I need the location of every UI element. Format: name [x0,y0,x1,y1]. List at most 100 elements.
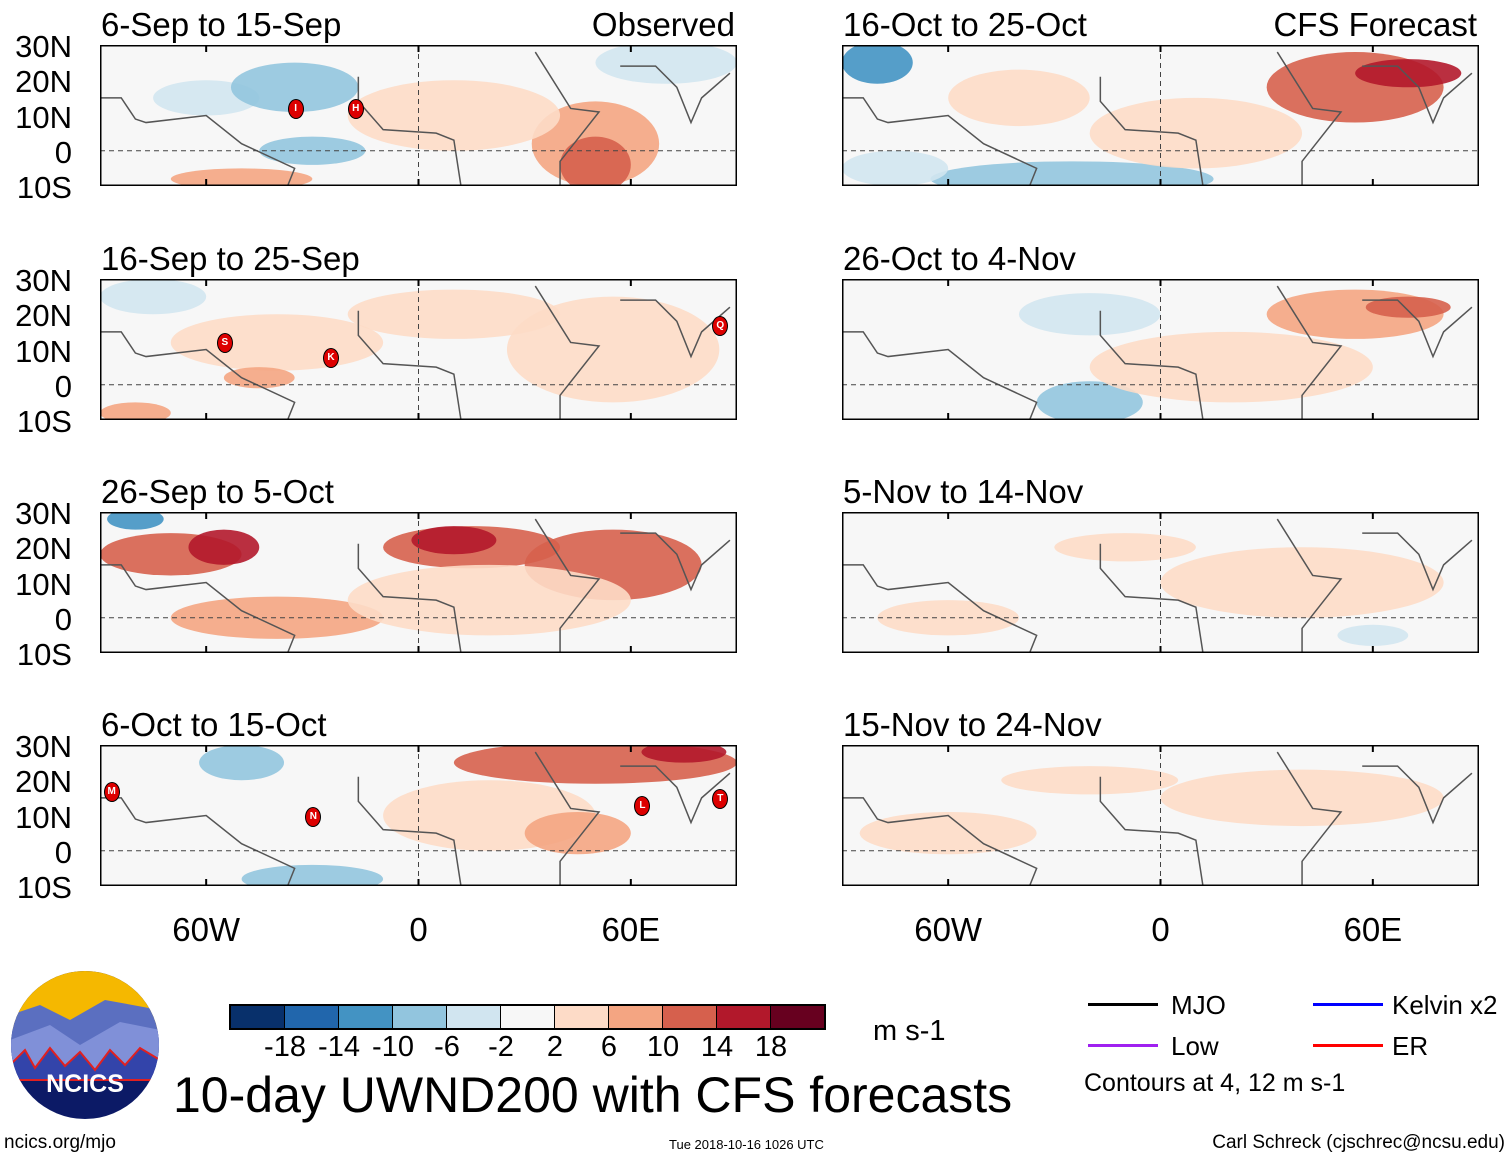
wind-anomaly-shading [230,62,359,112]
footer-timestamp: Tue 2018-10-16 1026 UTC [669,1137,824,1152]
lat-label: 0 [54,368,72,404]
tropical-cyclone-icon: S [216,333,233,354]
footer-url[interactable]: ncics.org/mjo [4,1132,116,1153]
colorbar-tick-label: -6 [434,1031,460,1063]
wind-anomaly-shading [1160,547,1444,618]
legend-er-label: ER [1392,1031,1429,1061]
lat-label: 30N [15,263,72,298]
tropical-cyclone-icon: Q [712,315,729,336]
coastline [842,518,1473,653]
wind-anomaly-shading [223,367,295,389]
lat-label: 20N [15,531,72,567]
lat-label: 0 [54,134,72,170]
lat-label: 30N [15,29,72,64]
map-panel: S K Q [100,279,737,420]
wind-anomaly-shading [1355,59,1462,88]
coastline [100,51,731,186]
lat-label: 10S [16,870,72,905]
colorbar-swatch [555,1006,609,1028]
tropical-cyclone-icon: H [347,99,364,120]
wind-anomaly-shading [1160,769,1444,827]
colorbar-swatch [339,1006,393,1028]
colorbar-tick-label: -2 [488,1031,514,1063]
lat-label: 0 [54,601,72,637]
colorbar [229,1004,826,1030]
panel-title: 16-Oct to 25-Oct [843,6,1087,43]
wind-anomaly-shading [930,161,1214,186]
panel-title: 6-Sep to 15-Sep [101,6,342,43]
colorbar-tick-label: -10 [372,1031,414,1063]
figure-title: 10-day UWND200 with CFS forecasts [173,1067,1013,1123]
colorbar-tick-label: 18 [754,1031,788,1063]
map-panel [100,512,737,653]
panel-title: 6-Oct to 15-Oct [101,706,327,743]
lat-label: 10S [16,170,72,205]
wind-anomaly-shading [347,564,631,636]
colorbar-swatch [231,1006,285,1028]
colorbar-tick-label: 14 [700,1031,734,1063]
coastline [842,51,1473,186]
lat-label: 0 [54,834,72,870]
tropical-cyclone-icon: T [712,788,729,809]
wind-anomaly-shading [170,596,384,639]
lat-label: 10N [15,99,72,135]
lon-label: 60E [601,911,661,948]
wind-anomaly-shading [411,526,497,555]
lat-label: 30N [15,496,72,531]
coastline [842,751,1473,886]
coastline [842,285,1473,420]
lon-label: 0 [1151,911,1170,948]
ncics-logo: NCICS [10,970,160,1125]
colorbar-tick-label: -14 [318,1031,360,1063]
wind-anomaly-shading [347,289,561,339]
coastline [100,518,731,653]
wind-anomaly-shading [1337,624,1409,646]
colorbar-swatch [393,1006,447,1028]
wind-anomaly-shading [241,864,384,886]
legend-low-label: Low [1171,1031,1219,1061]
lat-label: 10S [16,404,72,439]
legend-mjo-line [1088,1003,1158,1006]
wind-anomaly-shading [641,745,727,763]
colorbar-swatch [285,1006,339,1028]
legend-kelvin-line [1313,1003,1383,1006]
contour-note: Contours at 4, 12 m s-1 [1084,1069,1346,1097]
lon-label: 60W [914,911,983,948]
colorbar-tick-label: 6 [600,1031,618,1063]
wind-anomaly-shading [506,296,720,403]
wind-anomaly-shading [948,69,1090,127]
wind-anomaly-shading [524,811,631,855]
lat-label: 20N [15,764,72,800]
coastline [100,751,731,886]
lon-label: 60W [172,911,241,948]
wind-anomaly-shading [560,136,631,186]
footer-author: Carl Schreck (cjschrec@ncsu.edu) [1212,1132,1505,1153]
colorbar-units: m s-1 [873,1015,946,1047]
panel-title: 16-Sep to 25-Sep [101,240,360,277]
colorbar-swatch [663,1006,717,1028]
wind-anomaly-shading [877,600,1019,636]
wind-anomaly-shading [199,745,285,781]
wind-anomaly-shading [842,45,913,84]
map-panel: M N L T [100,745,737,886]
wind-anomaly-shading [100,279,207,315]
logo-text: NCICS [46,1070,124,1098]
lat-label: 20N [15,298,72,334]
tropical-cyclone-icon: K [323,347,340,368]
tropical-cyclone-icon: L [634,795,651,816]
coastline [100,285,731,420]
legend-er-line [1313,1044,1383,1047]
lon-label: 60E [1343,911,1403,948]
map-panel [842,512,1479,653]
wind-anomaly-shading [1018,293,1161,336]
column-label-right: CFS Forecast [1273,6,1477,43]
panel-title: 26-Sep to 5-Oct [101,473,334,510]
wind-anomaly-shading [859,811,1037,855]
wind-anomaly-shading [1054,533,1196,562]
lat-label: 30N [15,729,72,764]
map-panel [842,279,1479,420]
wind-anomaly-shading [347,80,561,151]
colorbar-swatch [609,1006,663,1028]
wind-anomaly-shading [1036,381,1143,420]
wind-anomaly-shading [188,529,260,565]
